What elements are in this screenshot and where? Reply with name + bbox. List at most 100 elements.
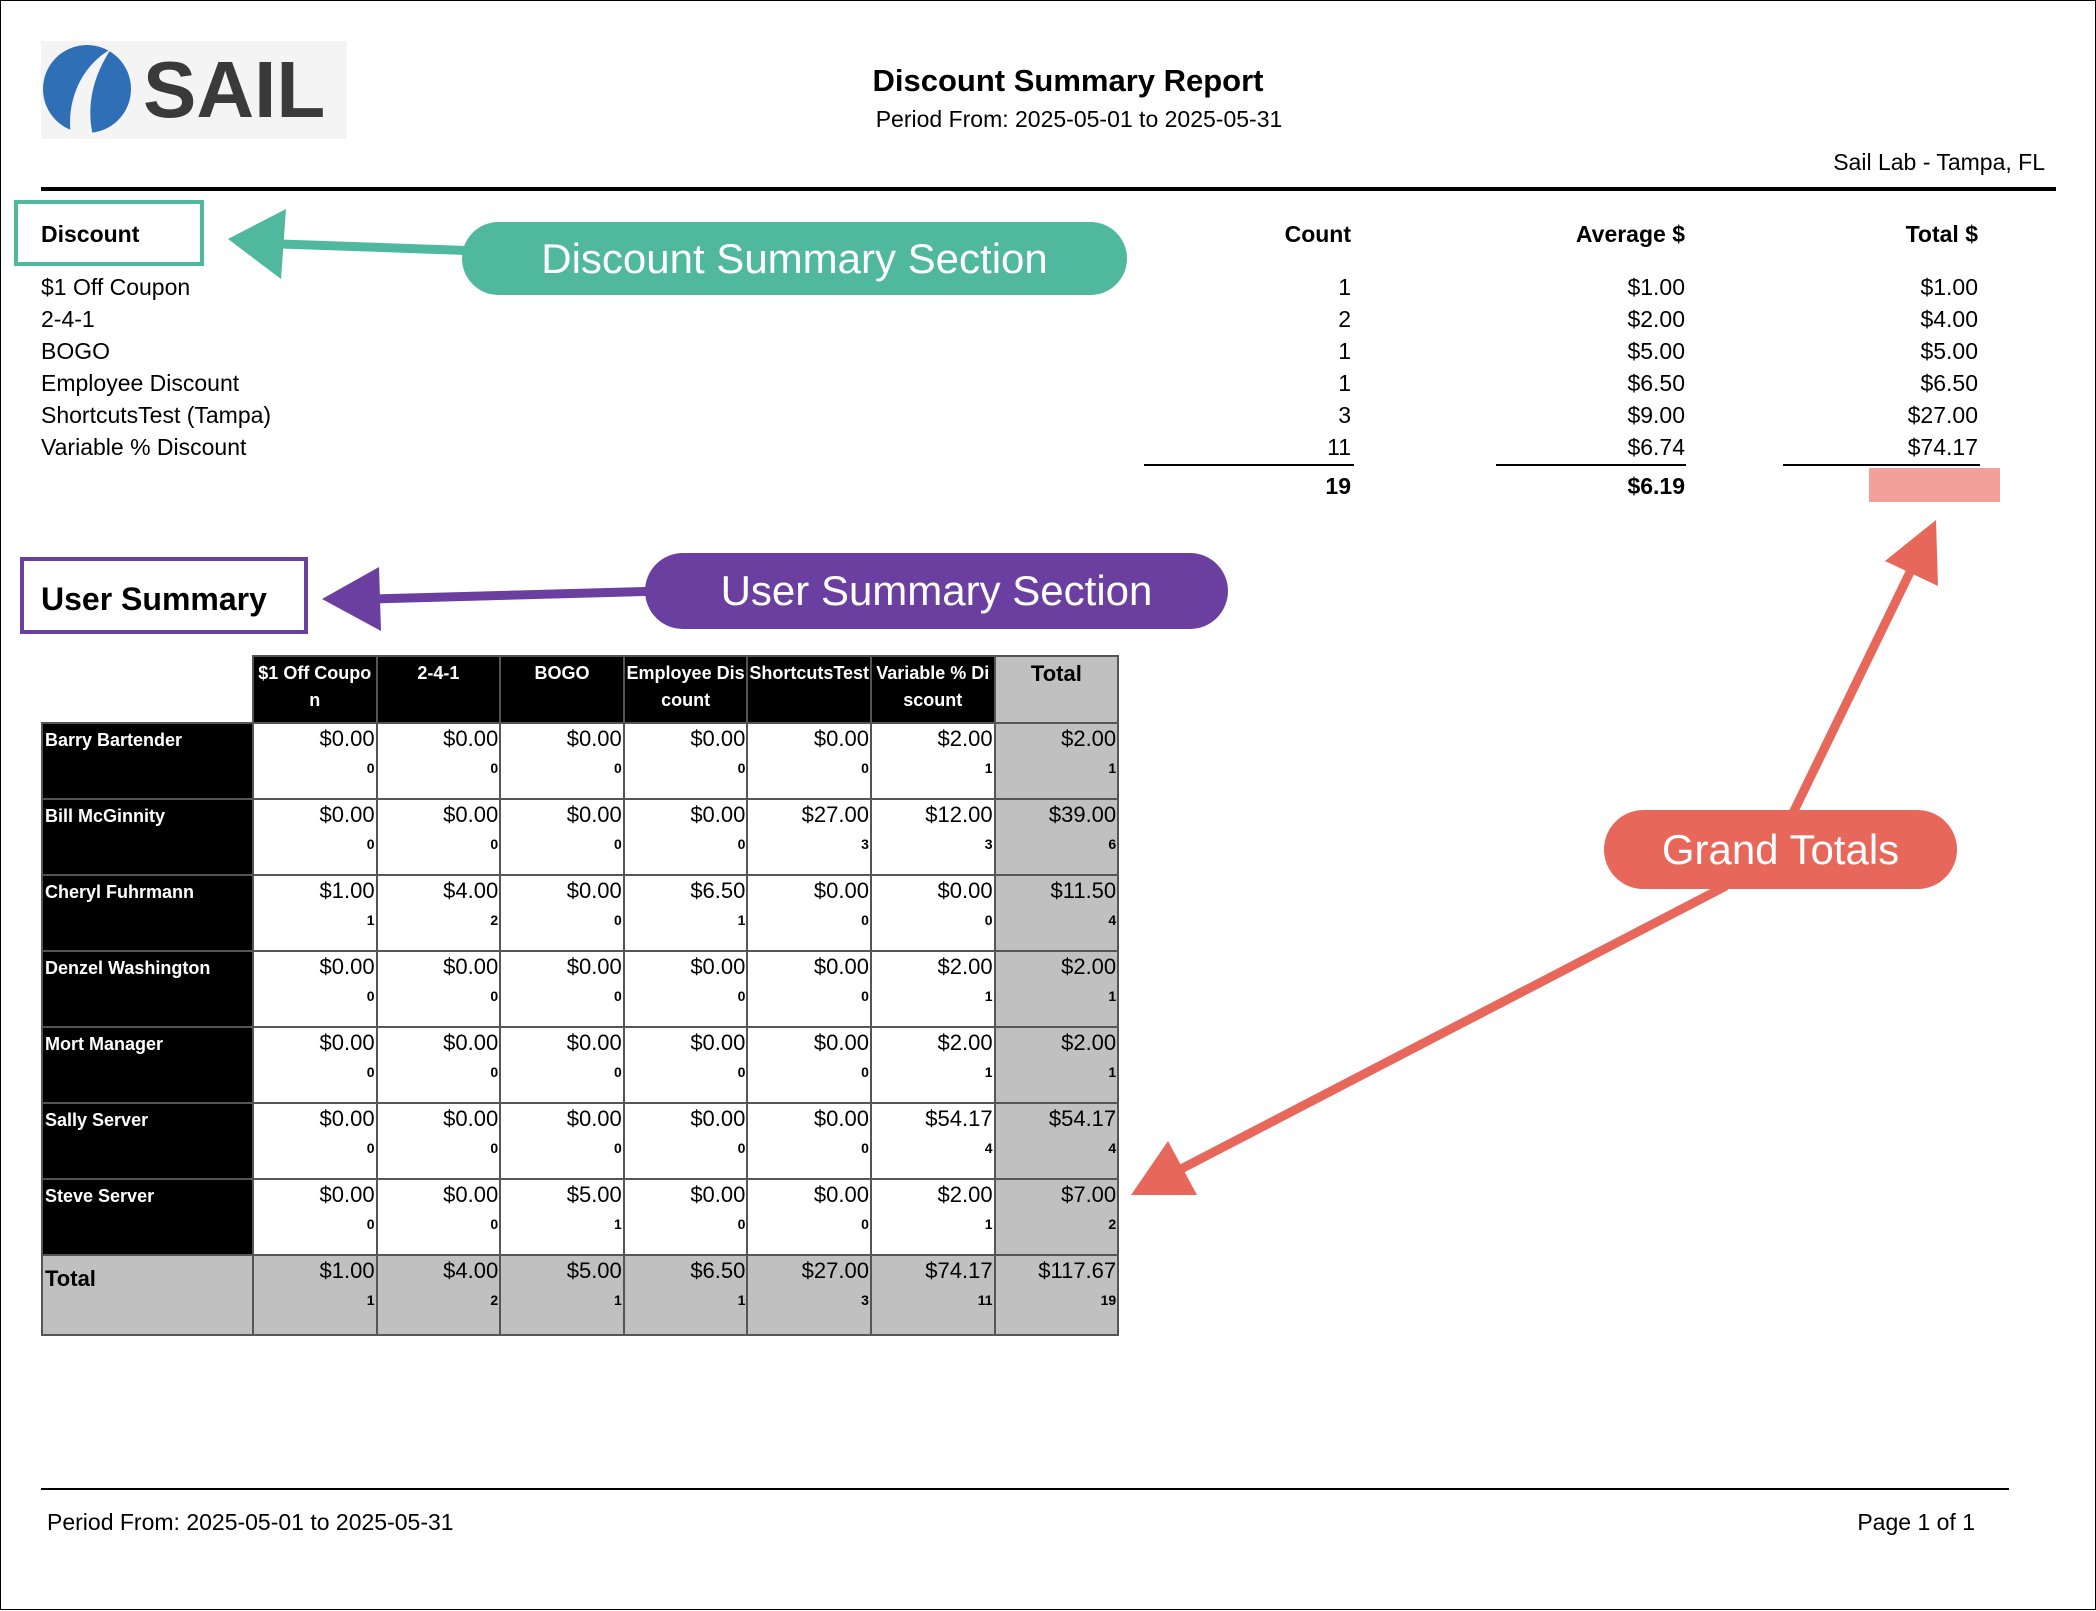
count: 4 bbox=[1108, 1140, 1117, 1156]
count: 0 bbox=[861, 1140, 869, 1156]
amount: $0.00 bbox=[319, 726, 375, 751]
cell: $0.00 0 bbox=[622, 1102, 749, 1180]
user-row: Barry Bartender $0.00 0 $0.00 0 $0.00 0 $0.00 0 $… bbox=[41, 722, 1120, 800]
amount: $0.00 bbox=[319, 1030, 375, 1055]
amount: $2.00 bbox=[937, 726, 993, 751]
amount: $27.00 bbox=[801, 1258, 869, 1283]
count: 0 bbox=[490, 1140, 499, 1156]
cell: $4.00 2 bbox=[375, 1254, 502, 1336]
cell: $5.00 1 bbox=[499, 1178, 625, 1256]
user-summary-title: User Summary bbox=[41, 581, 267, 617]
discount-value: $4.00 bbox=[1920, 306, 1978, 332]
cell: $2.00 1 bbox=[993, 722, 1120, 800]
column-header: Employee Discount bbox=[622, 655, 749, 724]
amount: $74.17 bbox=[925, 1258, 993, 1283]
discount-total: 19 bbox=[1325, 473, 1351, 499]
cell: $0.00 0 bbox=[252, 1026, 378, 1104]
header-rule bbox=[41, 187, 2056, 191]
discount-value: 1 bbox=[1338, 338, 1351, 364]
cell: $0.00 0 bbox=[746, 874, 872, 952]
discount-highlight bbox=[14, 200, 204, 266]
discount-value: $6.74 bbox=[1627, 434, 1685, 460]
cell: $2.00 1 bbox=[869, 1178, 996, 1256]
cell: $0.00 0 bbox=[375, 950, 502, 1028]
amount: $2.00 bbox=[1061, 954, 1117, 979]
cell: $0.00 0 bbox=[622, 950, 749, 1028]
cell: $1.00 1 bbox=[252, 1254, 378, 1336]
footer-page: Page 1 of 1 bbox=[1857, 1509, 1975, 1535]
footer-rule bbox=[41, 1488, 2009, 1490]
user-row: Denzel Washington $0.00 0 $0.00 0 $0.00 0 $0.00… bbox=[41, 950, 1120, 1028]
cell: $0.00 0 bbox=[252, 722, 378, 800]
amount: $12.00 bbox=[925, 802, 993, 827]
annotation-user: User Summary Section bbox=[645, 553, 1228, 629]
amount: $6.50 bbox=[690, 1258, 746, 1283]
cell: $0.00 0 bbox=[252, 798, 378, 876]
user-row: Cheryl Fuhrmann $1.00 1 $4.00 2 $0.00 0 $6.50 1 $… bbox=[41, 874, 1120, 952]
amount: $6.50 bbox=[690, 878, 746, 903]
amount: $0.00 bbox=[443, 802, 499, 827]
amount: $54.17 bbox=[925, 1106, 993, 1131]
cell: $11.50 4 bbox=[993, 874, 1120, 952]
amount: $0.00 bbox=[813, 1106, 869, 1131]
logo: SAIL bbox=[41, 41, 347, 139]
count: 0 bbox=[490, 836, 499, 852]
subtotal-rule bbox=[1783, 464, 1980, 466]
count: 0 bbox=[366, 1064, 375, 1080]
count: 0 bbox=[737, 1140, 746, 1156]
discount-value: $1.00 bbox=[1920, 274, 1978, 300]
user-name: Denzel Washington bbox=[41, 950, 254, 1028]
location: Sail Lab - Tampa, FL bbox=[1833, 149, 2045, 175]
amount: $39.00 bbox=[1048, 802, 1117, 827]
count: 1 bbox=[984, 988, 993, 1004]
cell: $2.00 1 bbox=[869, 722, 996, 800]
count: 0 bbox=[737, 1216, 746, 1232]
count: 4 bbox=[984, 1140, 993, 1156]
cell: $0.00 0 bbox=[499, 722, 625, 800]
discount-total: $6.19 bbox=[1627, 473, 1685, 499]
column-header: Variable % Discount bbox=[869, 655, 996, 724]
discount-value: $74.17 bbox=[1907, 434, 1978, 460]
user-name: Cheryl Fuhrmann bbox=[41, 874, 254, 952]
amount: $5.00 bbox=[566, 1258, 622, 1283]
cell: $0.00 0 bbox=[252, 950, 378, 1028]
user-name: Sally Server bbox=[41, 1102, 254, 1180]
cell: $0.00 0 bbox=[252, 1178, 378, 1256]
amount: $0.00 bbox=[566, 802, 622, 827]
count: 0 bbox=[366, 988, 375, 1004]
user-name: Bill McGinnity bbox=[41, 798, 254, 876]
amount: $5.00 bbox=[566, 1182, 622, 1207]
logo-text: SAIL bbox=[143, 45, 325, 134]
amount: $0.00 bbox=[443, 726, 499, 751]
column-header: $1 Off Coupon bbox=[252, 655, 378, 724]
cell: $2.00 1 bbox=[993, 950, 1120, 1028]
subtotal-rule bbox=[1496, 464, 1686, 466]
amount: $0.00 bbox=[566, 878, 622, 903]
amount: $0.00 bbox=[813, 954, 869, 979]
count: 1 bbox=[366, 1292, 375, 1308]
amount: $0.00 bbox=[690, 726, 746, 751]
discount-name: BOGO bbox=[41, 338, 111, 364]
discount-name: Variable % Discount bbox=[41, 434, 247, 460]
discount-value: $6.50 bbox=[1627, 370, 1685, 396]
cell: $54.17 4 bbox=[869, 1102, 996, 1180]
amount: $4.00 bbox=[443, 878, 499, 903]
cell: $54.17 4 bbox=[993, 1102, 1120, 1180]
count: 0 bbox=[613, 760, 622, 776]
blank-header bbox=[42, 656, 254, 724]
cell: $0.00 0 bbox=[375, 1026, 502, 1104]
discount-value: 3 bbox=[1338, 402, 1351, 428]
count: 0 bbox=[861, 1064, 869, 1080]
discount-name: $1 Off Coupon bbox=[41, 274, 191, 300]
cell: $0.00 0 bbox=[252, 1102, 378, 1180]
cell: $4.00 2 bbox=[375, 874, 502, 952]
count: 6 bbox=[1108, 836, 1117, 852]
count: 0 bbox=[861, 988, 869, 1004]
count: 0 bbox=[490, 1216, 499, 1232]
grand-total-highlight bbox=[1869, 468, 2000, 502]
user-name: Total bbox=[41, 1254, 254, 1336]
cell: $12.00 3 bbox=[869, 798, 996, 876]
count: 2 bbox=[490, 1292, 499, 1308]
count: 0 bbox=[366, 1140, 375, 1156]
